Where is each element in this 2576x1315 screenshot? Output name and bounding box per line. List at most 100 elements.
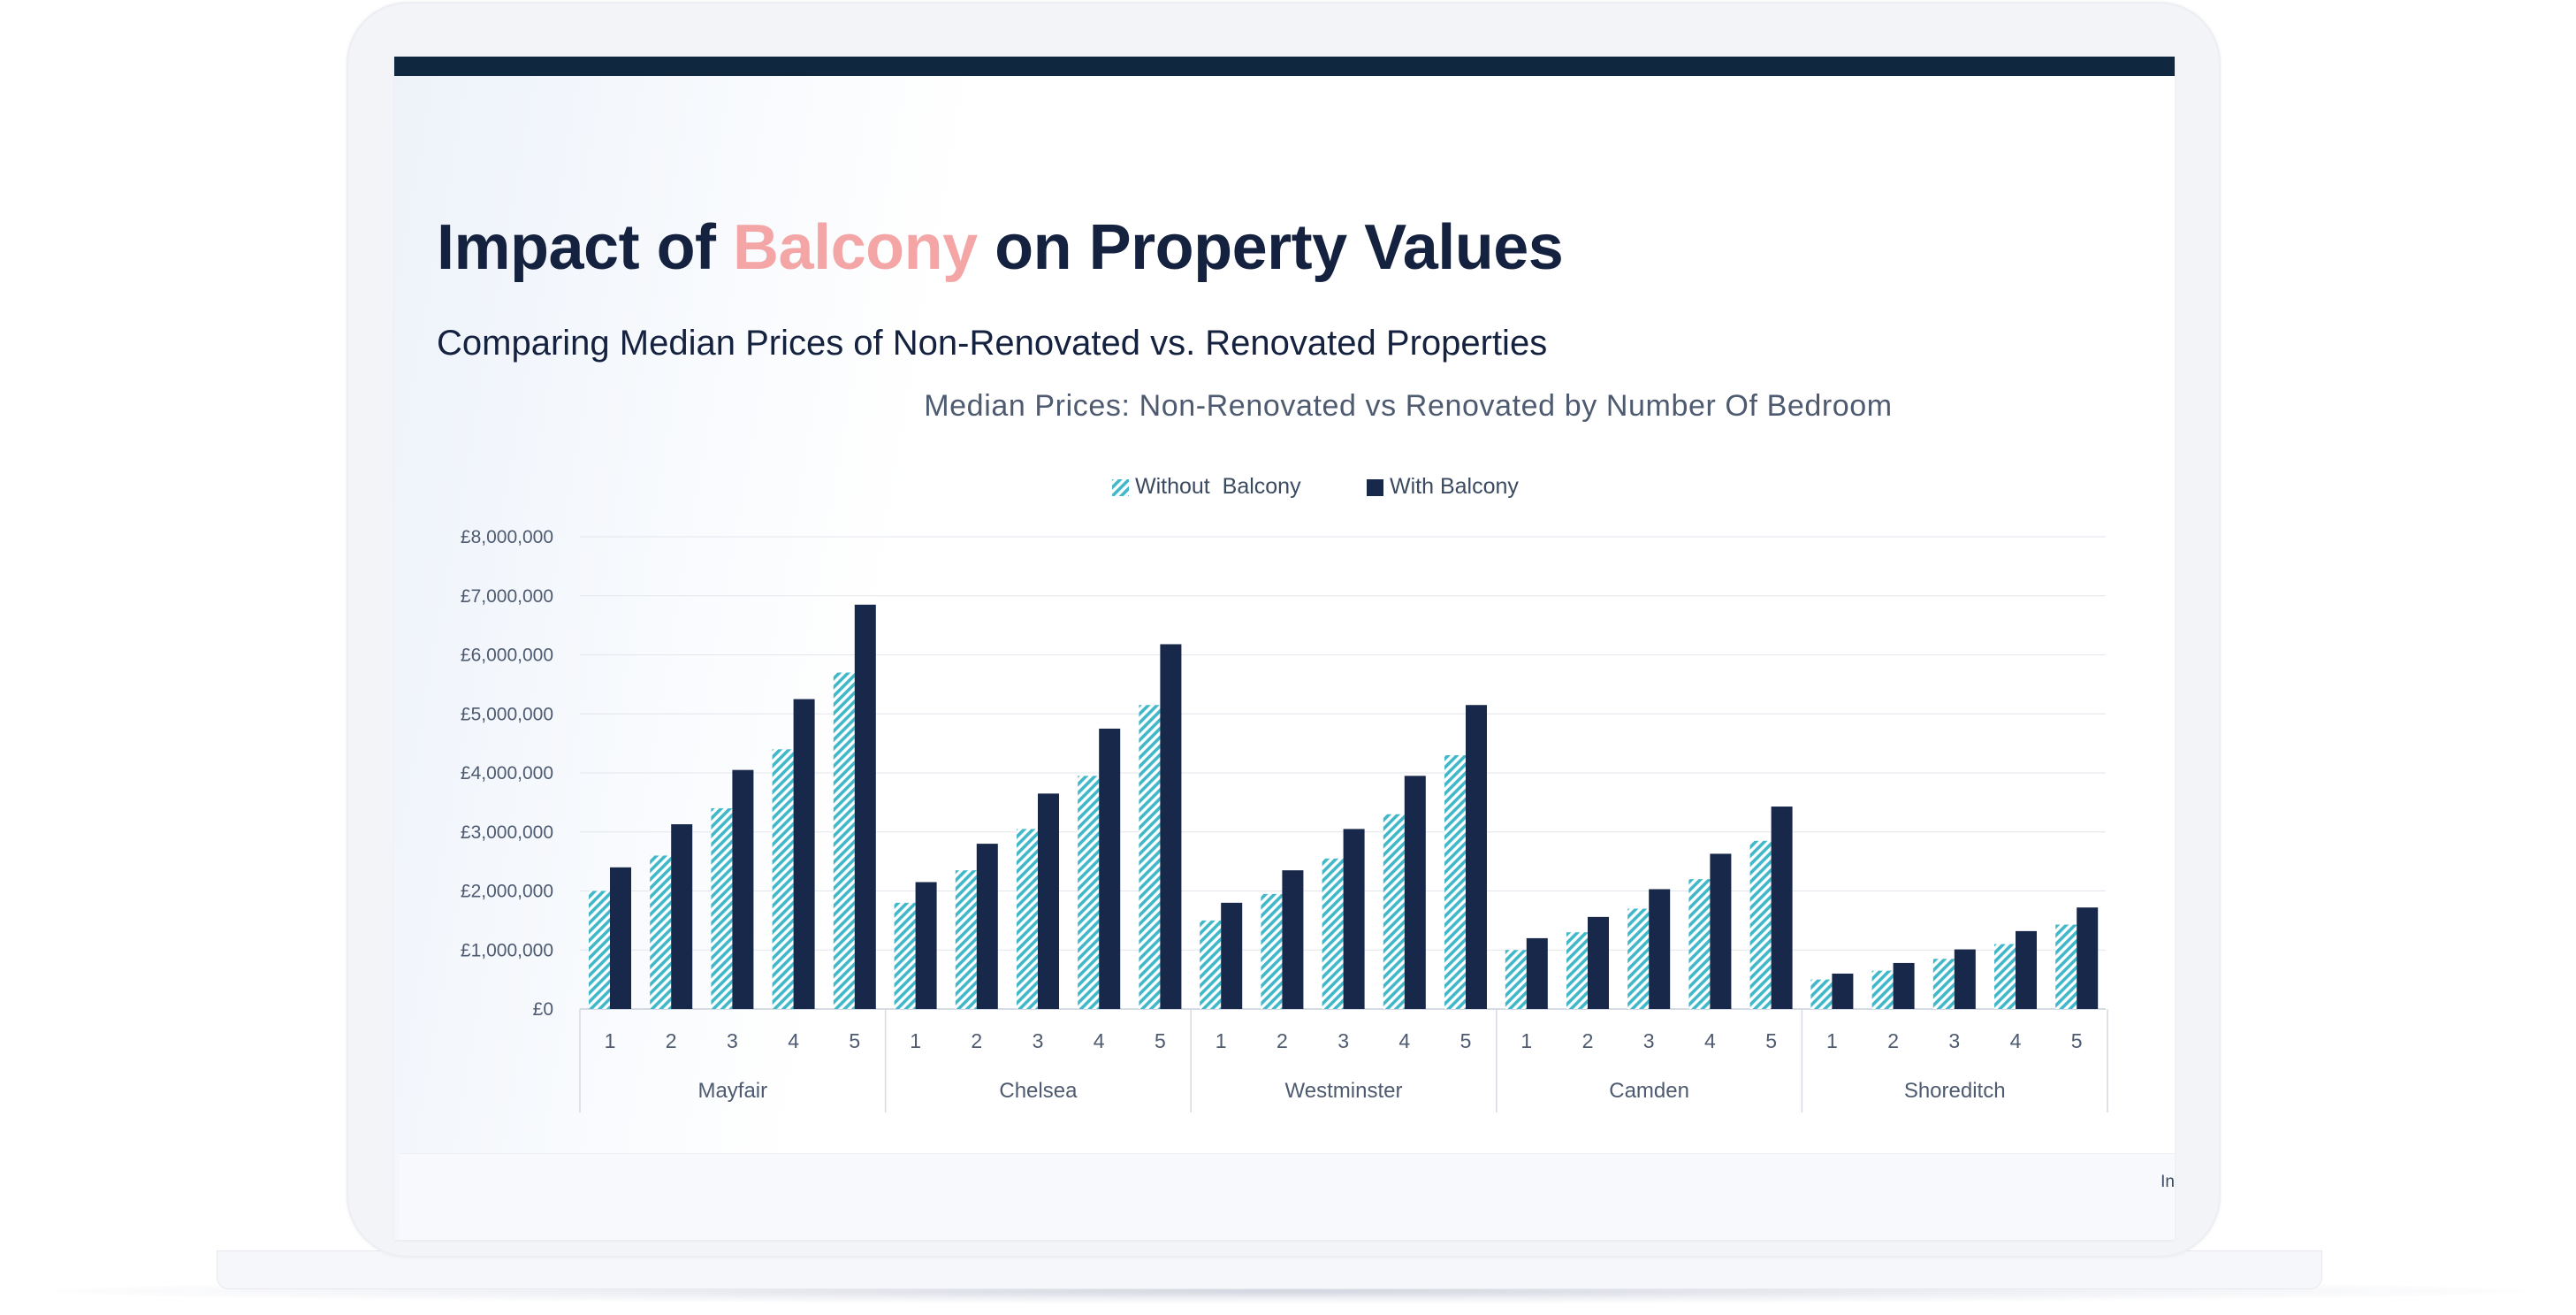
x-axis: 1 2 3 4 5 Mayfair 1 2 3 4 5 Chelsea 1 2 3 4 5 Westminster… (579, 1009, 2108, 1112)
bar-with-balcony (1649, 889, 1671, 1009)
y-tick-label: £4,000,000 (461, 763, 553, 784)
bar-with-balcony (1526, 937, 1548, 1009)
x-tick-label: 5 (1765, 1029, 1777, 1052)
bar-with-balcony (1954, 949, 1976, 1009)
bar-with-balcony (1221, 902, 1243, 1009)
screen: Impact of Balcony on Property Values Com… (394, 57, 2175, 1240)
bar-with-balcony (976, 844, 998, 1009)
y-tick-label: £5,000,000 (461, 704, 553, 724)
chart-legend: Without Balcony With Balcony (1112, 474, 1519, 499)
footer-strip (400, 1153, 2175, 1240)
footer-text: In (2161, 1173, 2175, 1191)
bar-without-balcony (955, 870, 977, 1009)
bar-with-balcony (671, 824, 693, 1009)
x-tick-label: 3 (1948, 1029, 1960, 1052)
x-tick-label: 5 (1460, 1029, 1472, 1052)
y-tick-label: £2,000,000 (461, 882, 553, 902)
bar-without-balcony (1688, 879, 1711, 1009)
x-tick-label: 2 (971, 1029, 982, 1052)
bar-without-balcony (1932, 959, 1955, 1009)
header-bar (394, 57, 2175, 76)
page-subtitle: Comparing Median Prices of Non-Renovated… (437, 324, 1548, 363)
x-tick-label: 3 (727, 1029, 738, 1052)
bar-chart: Median Prices: Non-Renovated vs Renovate… (461, 389, 2108, 1112)
bar-without-balcony (1627, 908, 1650, 1009)
bar-without-balcony (1139, 705, 1161, 1009)
bar-without-balcony (1200, 920, 1222, 1009)
x-tick-label: 4 (1094, 1029, 1105, 1052)
bar-with-balcony (1771, 807, 1793, 1009)
bar-with-balcony (2077, 907, 2099, 1009)
bar-with-balcony (854, 604, 876, 1009)
x-tick-label: 3 (1338, 1029, 1349, 1052)
y-tick-label: £1,000,000 (461, 940, 553, 960)
legend-label-with-balcony: With Balcony (1390, 474, 1519, 499)
x-tick-label: 3 (1643, 1029, 1655, 1052)
bar-with-balcony (1343, 829, 1365, 1009)
x-tick-label: 1 (1216, 1029, 1227, 1052)
title-suffix: on Property Values (977, 212, 1564, 283)
bar-without-balcony (1871, 970, 1894, 1009)
bar-with-balcony (915, 882, 937, 1009)
page-title: Impact of Balcony on Property Values (437, 211, 1564, 284)
x-tick-label: 4 (2010, 1029, 2022, 1052)
bar-without-balcony (1994, 944, 2016, 1009)
group-label: Shoreditch (1904, 1079, 2006, 1103)
x-tick-label: 1 (1520, 1029, 1532, 1052)
bar-with-balcony (1404, 776, 1426, 1009)
bar-without-balcony (2055, 924, 2077, 1009)
y-axis: £0 £1,000,000 £2,000,000 £3,000,000 £4,000,0… (461, 527, 553, 1020)
bar-with-balcony (1099, 728, 1121, 1009)
bar-without-balcony (1078, 776, 1100, 1009)
x-tick-label: 5 (1155, 1029, 1166, 1052)
bar-without-balcony (1017, 829, 1038, 1009)
bar-without-balcony (1444, 754, 1466, 1009)
bar-without-balcony (711, 808, 733, 1009)
bar-without-balcony (772, 749, 794, 1009)
y-tick-label: £0 (533, 999, 553, 1020)
bar-without-balcony (1810, 979, 1833, 1009)
legend-swatch-with-balcony (1367, 479, 1383, 496)
bar-with-balcony (2016, 930, 2037, 1009)
bar-without-balcony (1749, 840, 1772, 1009)
bar-without-balcony (894, 902, 916, 1009)
y-tick-label: £3,000,000 (461, 822, 553, 843)
x-tick-label: 5 (849, 1029, 860, 1052)
title-prefix: Impact of (437, 212, 734, 283)
x-tick-label: 5 (2071, 1029, 2083, 1052)
x-tick-label: 1 (910, 1029, 921, 1052)
bar-with-balcony (1588, 916, 1609, 1009)
bar-with-balcony (1160, 644, 1182, 1009)
bar-without-balcony (1261, 893, 1283, 1009)
y-tick-label: £6,000,000 (461, 646, 553, 666)
chart-title: Median Prices: Non-Renovated vs Renovate… (924, 389, 1892, 423)
x-tick-label: 2 (666, 1029, 677, 1052)
group-label: Westminster (1285, 1079, 1403, 1103)
bar-with-balcony (1282, 870, 1304, 1009)
legend-label-without-balcony: Without Balcony (1135, 474, 1301, 499)
bar-with-balcony (1893, 962, 1915, 1009)
bar-with-balcony (1038, 793, 1059, 1009)
bar-with-balcony (1710, 853, 1732, 1009)
x-tick-label: 4 (1704, 1029, 1716, 1052)
x-tick-label: 2 (1277, 1029, 1288, 1052)
title-accent: Balcony (733, 212, 978, 283)
bar-without-balcony (1383, 814, 1405, 1009)
bar-without-balcony (589, 891, 610, 1009)
x-tick-label: 2 (1582, 1029, 1594, 1052)
bar-without-balcony (1505, 950, 1527, 1009)
x-tick-label: 4 (1399, 1029, 1410, 1052)
group-label: Mayfair (697, 1079, 767, 1103)
legend-swatch-without-balcony (1112, 479, 1129, 496)
y-tick-label: £7,000,000 (461, 586, 553, 607)
bar-without-balcony (1566, 932, 1588, 1009)
bar-with-balcony (610, 867, 631, 1009)
x-tick-label: 4 (788, 1029, 799, 1052)
x-tick-label: 2 (1887, 1029, 1899, 1052)
group-label: Camden (1609, 1079, 1689, 1103)
bar-without-balcony (650, 855, 672, 1009)
bar-with-balcony (1466, 705, 1487, 1009)
bar-without-balcony (1322, 858, 1344, 1009)
group-label: Chelsea (999, 1079, 1078, 1103)
bar-with-balcony (732, 769, 754, 1009)
